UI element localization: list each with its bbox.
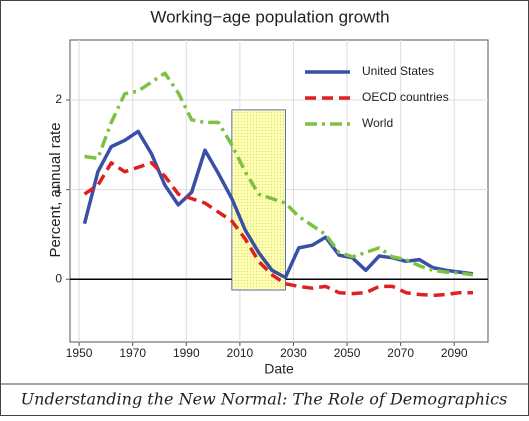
highlight-region bbox=[231, 109, 286, 291]
x-tick-label: 1970 bbox=[119, 346, 146, 360]
x-tick-label: 2030 bbox=[280, 346, 307, 360]
legend-label: OECD countries bbox=[362, 90, 449, 104]
x-tick-label: 1950 bbox=[66, 346, 93, 360]
x-tick-label: 1990 bbox=[173, 346, 200, 360]
x-tick-label: 2050 bbox=[334, 346, 361, 360]
x-tick-label: 2090 bbox=[441, 346, 468, 360]
y-axis-label: Percent, annual rate bbox=[47, 122, 64, 257]
series-line bbox=[84, 71, 474, 277]
x-tick-label: 2010 bbox=[227, 346, 254, 360]
x-tick-label: 2070 bbox=[387, 346, 414, 360]
series-line bbox=[83, 161, 473, 298]
y-tick-label: 2 bbox=[55, 92, 62, 106]
x-axis-label: Date bbox=[264, 361, 294, 377]
legend-label: World bbox=[362, 116, 393, 130]
y-tick-label: 0 bbox=[55, 271, 62, 285]
caption: Understanding the New Normal: The Role o… bbox=[21, 390, 508, 409]
chart-title: Working−age population growth bbox=[150, 7, 389, 26]
y-tick-label: 1 bbox=[55, 182, 62, 196]
legend-label: United States bbox=[362, 64, 434, 78]
